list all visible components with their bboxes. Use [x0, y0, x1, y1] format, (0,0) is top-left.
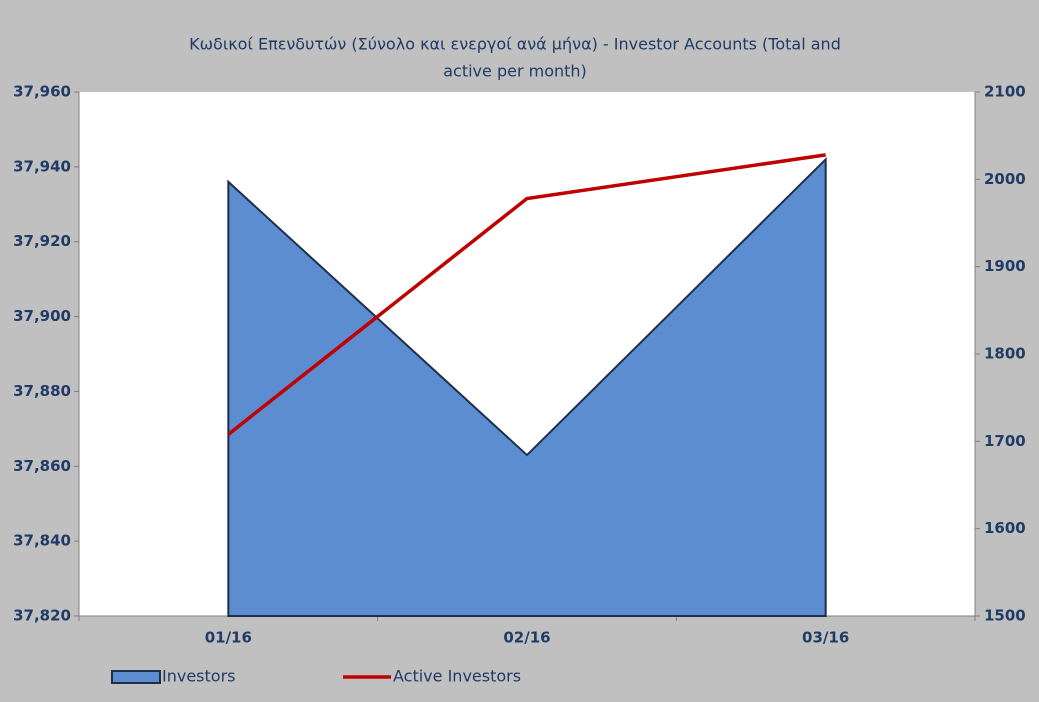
- y-tick-label: 37,940: [13, 157, 71, 175]
- line: [227, 153, 826, 436]
- chart-title: Κωδικοί Επενδυτών (Σύνολο και ενεργοί αν…: [189, 35, 841, 54]
- legend-swatch: [111, 670, 161, 684]
- y2-tick-label: 1800: [984, 345, 1026, 363]
- y2-tick-label: 2000: [984, 170, 1026, 188]
- chart-title: active per month): [443, 62, 587, 81]
- y-tick-label: 37,920: [13, 232, 71, 250]
- legend-label: Active Investors: [393, 667, 521, 686]
- y2-tick-label: 1700: [984, 432, 1026, 450]
- x-tick-label: 02/16: [503, 629, 550, 647]
- x-tick-label: 03/16: [802, 629, 849, 647]
- y-tick-label: 37,820: [13, 607, 71, 625]
- x-tick-label: 01/16: [205, 629, 252, 647]
- area: [227, 156, 827, 617]
- y2-tick-label: 1600: [984, 519, 1026, 537]
- y2-tick-label: 2100: [984, 83, 1026, 101]
- y2-tick-label: 1500: [984, 607, 1026, 625]
- legend-label: Investors: [162, 667, 235, 686]
- y-tick-label: 37,880: [13, 382, 71, 400]
- y-tick-label: 37,840: [13, 532, 71, 550]
- y-tick-label: 37,860: [13, 457, 71, 475]
- y-tick-label: 37,900: [13, 307, 71, 325]
- y-tick-label: 37,960: [13, 83, 71, 101]
- y2-tick-label: 1900: [984, 257, 1026, 275]
